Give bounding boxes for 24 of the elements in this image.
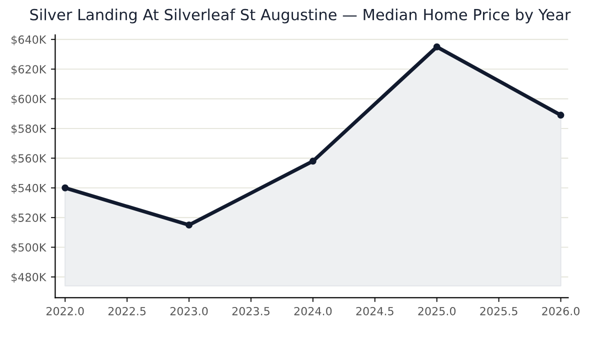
point	[186, 222, 192, 228]
y-tick-label: $480K	[12, 272, 46, 283]
y-tick-label: $640K	[12, 35, 46, 46]
x-tick-label: 2023.0	[170, 306, 208, 316]
point	[309, 158, 316, 165]
x-tick-label: 2024.0	[294, 306, 332, 316]
x-tick-label: 2025.0	[418, 306, 456, 316]
x-tick-label: 2022.5	[108, 306, 146, 316]
x-tick-label: 2022.0	[46, 306, 84, 316]
y-tick-label: $580K	[12, 124, 46, 134]
x-tick-label: 2024.5	[356, 306, 394, 316]
point	[557, 112, 564, 119]
point	[62, 184, 69, 192]
chart-title: Silver Landing At Silverleaf St Augustine — Median Home Price by Year	[30, 8, 571, 24]
y-tick-label: $520K	[12, 213, 46, 224]
x-tick-label: 2023.5	[232, 306, 270, 316]
y-tick-label: $600K	[12, 94, 46, 105]
y-tick-label: $500K	[12, 243, 46, 254]
x-tick-label: 2026.0	[542, 306, 580, 316]
point	[433, 43, 440, 50]
y-tick-label: $620K	[12, 64, 46, 75]
y-tick-label: $560K	[12, 154, 46, 164]
x-tick-label: 2025.5	[480, 306, 518, 316]
y-tick-label: $540K	[12, 184, 46, 194]
